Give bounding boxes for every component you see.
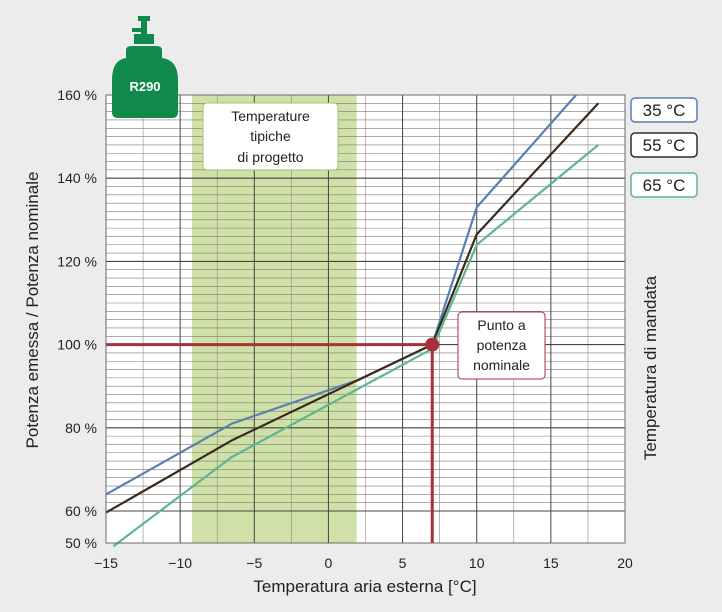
legend-swatch-65 [630, 172, 698, 198]
logo-valve-top [138, 16, 150, 21]
x-tick-label: 5 [399, 555, 407, 571]
x-tick-labels: −15 −10 −5 0 5 10 15 20 [94, 555, 633, 571]
x-axis-title: Temperatura aria esterna [°C] [253, 577, 476, 596]
y-tick-labels: 50 % 60 % 80 % 100 % 120 % 140 % 160 % [57, 87, 97, 551]
nominal-box-line-2: potenza [477, 337, 527, 353]
nominal-box-line-3: nominale [473, 357, 530, 373]
nominal-point-marker [425, 337, 440, 352]
nominal-point-box: Punto a potenza nominale [457, 311, 546, 380]
y-tick-label: 140 % [57, 170, 97, 186]
y-tick-label: 160 % [57, 87, 97, 103]
design-temperature-box: Temperature tipiche di progetto [202, 102, 339, 171]
r290-cylinder-logo: R290 [112, 16, 178, 118]
x-tick-label: 0 [325, 555, 333, 571]
logo-text: R290 [129, 79, 160, 94]
logo-collar [134, 34, 154, 44]
nominal-reference-lines [106, 343, 434, 543]
y-axis-title: Potenza emessa / Potenza nominale [23, 172, 42, 449]
legend-label-35: 35 °C [643, 101, 686, 120]
legend-item-55: 55 °C [630, 132, 698, 158]
logo-valve-stem [141, 20, 147, 34]
legend-label-55: 55 °C [643, 136, 686, 155]
x-tick-label: −5 [246, 555, 262, 571]
legend-item-35: 35 °C [630, 97, 698, 123]
logo-body [112, 46, 178, 118]
legend-swatch-35 [630, 97, 698, 123]
x-tick-label: 15 [543, 555, 559, 571]
x-tick-label: 10 [469, 555, 485, 571]
nominal-box-line-1: Punto a [477, 317, 525, 333]
x-tick-label: 20 [617, 555, 633, 571]
y-tick-label: 100 % [57, 337, 97, 353]
y-tick-label: 50 % [65, 535, 97, 551]
legend-item-65: 65 °C [630, 172, 698, 198]
x-tick-label: −10 [168, 555, 192, 571]
legend-label-65: 65 °C [643, 176, 686, 195]
y-tick-label: 60 % [65, 503, 97, 519]
y-tick-label: 80 % [65, 420, 97, 436]
y-tick-label: 120 % [57, 253, 97, 269]
x-tick-label: −15 [94, 555, 118, 571]
plot-frame [105, 94, 626, 544]
right-axis-title: Temperatura di mandata [641, 275, 660, 460]
design-box-line-1: Temperature [231, 108, 310, 124]
design-box-line-2: tipiche [250, 128, 291, 144]
logo-valve-handle [132, 28, 142, 32]
legend: 35 °C 55 °C 65 °C [630, 97, 698, 198]
design-box-line-3: di progetto [237, 149, 303, 165]
legend-swatch-55 [630, 132, 698, 158]
